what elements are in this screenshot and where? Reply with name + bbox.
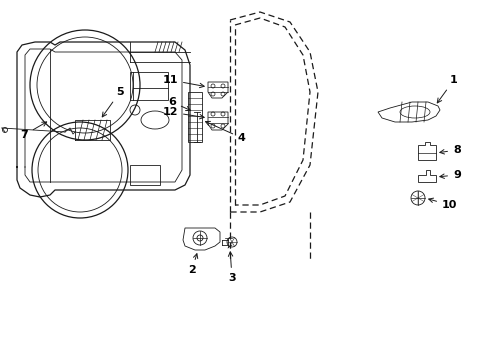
Text: 5: 5 [102, 87, 123, 117]
Text: 11: 11 [162, 75, 204, 88]
Text: 8: 8 [439, 145, 460, 155]
Bar [187, 92, 202, 142]
Text: 3: 3 [228, 252, 235, 283]
Bar [130, 72, 168, 100]
Polygon shape [183, 228, 220, 250]
Text: 4: 4 [205, 121, 245, 143]
Text: 12: 12 [162, 107, 204, 119]
Polygon shape [207, 112, 227, 130]
Bar [130, 165, 160, 185]
Polygon shape [377, 102, 439, 122]
Text: 10: 10 [428, 198, 456, 210]
Text: 1: 1 [436, 75, 457, 103]
Text: 7: 7 [20, 122, 46, 140]
Polygon shape [417, 142, 435, 160]
Text: 6: 6 [168, 97, 190, 111]
Polygon shape [207, 82, 227, 98]
Text: 2: 2 [188, 254, 197, 275]
Polygon shape [417, 170, 435, 182]
Text: 9: 9 [439, 170, 460, 180]
